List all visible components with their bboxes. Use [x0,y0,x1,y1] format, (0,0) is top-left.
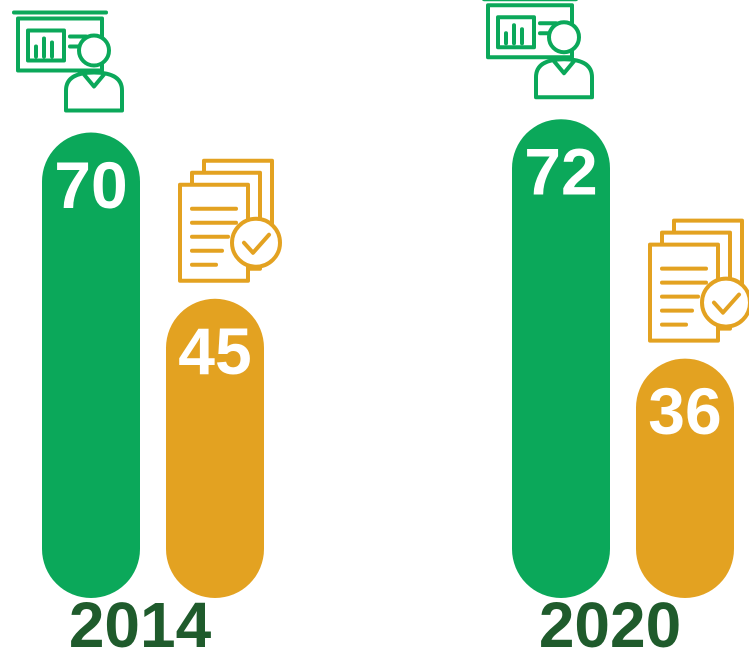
presenter-icon [482,0,594,100]
value-label: 36 [648,374,721,448]
category-label: 2014 [69,589,212,661]
page-lines [190,206,238,267]
value-label: 70 [54,148,127,222]
documents-icon [648,218,749,343]
check-circle [230,216,282,269]
check [242,232,271,255]
value-label: 72 [524,135,597,209]
collar [552,59,576,76]
board-chart [26,28,66,63]
category-label: 2020 [539,589,681,661]
value-label: 45 [178,314,251,388]
body [534,57,594,100]
check [712,292,741,315]
body [64,70,124,113]
collar [82,72,106,89]
bar [42,132,140,598]
head [547,20,581,55]
head [77,33,111,68]
page-lines [660,266,708,327]
bar [166,298,264,598]
board-bars [504,21,558,46]
documents-icon [178,158,282,283]
check-circle [700,276,749,329]
board-bars [34,34,88,59]
bar [512,119,610,598]
bar [636,358,734,598]
board-chart [496,15,536,50]
presenter-icon [12,10,124,113]
